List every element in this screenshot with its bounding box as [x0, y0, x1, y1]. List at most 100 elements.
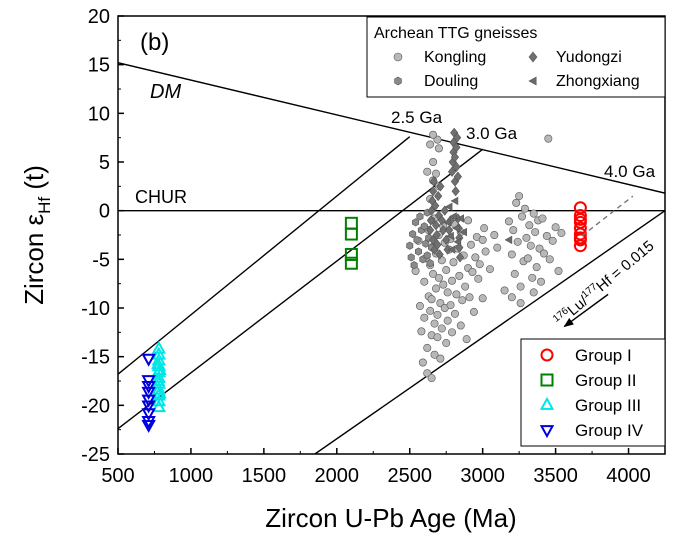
x-axis-title: Zircon U-Pb Age (Ma): [265, 503, 516, 533]
dashed-extension-line: [581, 195, 634, 237]
point-kongling: [427, 295, 436, 304]
point-kongling: [532, 263, 541, 272]
point-kongling: [420, 277, 429, 286]
point-kongling: [538, 214, 547, 223]
point-kongling: [471, 253, 480, 262]
point-yudongzi: [450, 152, 460, 163]
point-kongling: [529, 209, 538, 218]
point-kongling: [449, 258, 458, 267]
point-group-iv: [141, 386, 156, 400]
legend-archean-title: Archean TTG gneisses: [374, 25, 537, 42]
point-group-ii: [344, 247, 358, 261]
point-group-iii: [150, 372, 166, 386]
point-kongling: [481, 247, 490, 256]
point-kongling: [509, 226, 518, 235]
point-kongling: [442, 339, 451, 348]
y-tick-label: 0: [99, 201, 110, 223]
point-douling: [413, 235, 421, 244]
point-kongling: [443, 288, 452, 297]
legend-marker-douling: [394, 76, 402, 86]
point-group-iv: [141, 400, 156, 414]
point-kongling: [455, 271, 464, 280]
point-kongling: [464, 216, 473, 225]
point-kongling: [490, 231, 499, 240]
point-kongling: [468, 267, 477, 276]
point-kongling: [433, 333, 442, 342]
point-kongling: [443, 316, 452, 325]
legend-groups-box: [520, 338, 666, 447]
legend-marker-group-ii: [540, 373, 554, 387]
point-kongling: [420, 313, 429, 322]
point-yudongzi: [431, 220, 441, 231]
y-tick-label: -15: [81, 347, 110, 369]
legend-marker-group-iv: [539, 425, 555, 439]
point-kongling: [478, 294, 487, 303]
point-group-iv: [141, 353, 156, 367]
point-kongling: [448, 276, 457, 285]
point-zhongxiang: [443, 218, 451, 227]
point-douling: [410, 261, 418, 270]
point-kongling: [426, 306, 435, 315]
point-kongling: [442, 266, 451, 275]
point-kongling: [465, 293, 474, 302]
y-axis-title-sub: Hf: [35, 197, 54, 214]
point-kongling: [510, 269, 519, 278]
point-yudongzi: [429, 176, 438, 187]
point-group-i: [573, 209, 587, 223]
legend-marker-zhongxiang: [528, 76, 537, 86]
point-kongling: [462, 335, 471, 344]
point-kongling: [520, 204, 529, 213]
point-kongling: [423, 343, 432, 352]
point-kongling: [431, 169, 440, 178]
point-kongling: [512, 198, 521, 207]
legend-marker-kongling: [393, 52, 403, 62]
line-2-5-ga: [118, 136, 411, 375]
axes: 500 1000 1500 2000 2500 3000 3500 4000 -25 -20 -15…: [81, 6, 651, 487]
point-kongling: [434, 273, 443, 282]
point-kongling: [437, 324, 446, 333]
point-kongling: [415, 302, 424, 311]
point-yudongzi: [452, 161, 461, 172]
point-kongling: [430, 319, 439, 328]
point-kongling: [548, 236, 557, 245]
point-zhongxiang: [444, 202, 453, 211]
point-kongling: [418, 358, 427, 367]
x-tick-label: 3500: [533, 465, 578, 487]
legend-label-yudongzi: Yudongzi: [556, 49, 622, 66]
point-douling: [423, 251, 431, 260]
point-kongling: [429, 130, 438, 139]
point-douling: [426, 259, 434, 268]
point-group-iv: [141, 419, 156, 433]
point-kongling: [423, 167, 432, 176]
x-tick-label: 2000: [315, 465, 360, 487]
panel-label: (b): [140, 29, 169, 56]
point-kongling: [450, 309, 459, 318]
point-kongling: [551, 223, 560, 232]
point-kongling: [427, 374, 436, 383]
point-zhongxiang: [456, 214, 465, 223]
point-yudongzi: [453, 132, 462, 143]
point-kongling: [431, 284, 440, 293]
x-tick-label: 500: [101, 465, 134, 487]
point-yudongzi: [434, 190, 443, 202]
point-kongling: [456, 321, 465, 330]
point-douling: [414, 247, 422, 256]
point-douling: [406, 241, 414, 250]
slope-arrow: [563, 293, 609, 328]
point-group-i: [573, 212, 587, 226]
legend-marker-group-i: [540, 348, 554, 362]
point-yudongzi: [451, 186, 460, 197]
chur-label: CHUR: [135, 187, 187, 207]
y-tick-label: 15: [88, 55, 110, 77]
legend-groups: Group I Group II Group III Group IV: [520, 338, 666, 447]
point-group-iii: [151, 399, 167, 413]
point-kongling: [522, 233, 531, 242]
y-tick-label: -10: [81, 298, 110, 320]
legend-label-zhongxiang: Zhongxiang: [556, 73, 640, 90]
point-yudongzi: [426, 215, 435, 226]
point-kongling: [507, 293, 516, 302]
point-group-iv: [141, 416, 156, 430]
point-group-ii: [344, 227, 358, 241]
point-kongling: [446, 301, 455, 310]
point-douling: [422, 239, 430, 248]
